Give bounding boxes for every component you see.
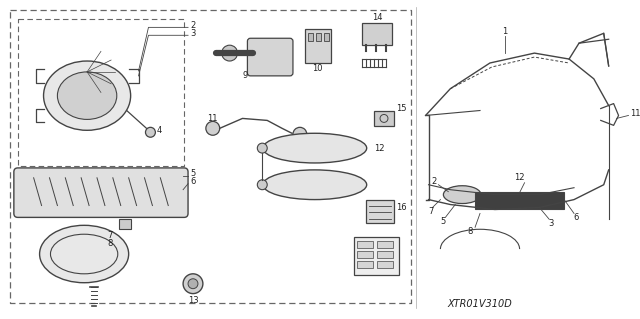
Text: 7: 7 [428, 207, 433, 216]
FancyBboxPatch shape [14, 168, 188, 217]
Ellipse shape [58, 72, 116, 119]
Text: 8: 8 [107, 239, 112, 248]
Text: 11: 11 [630, 109, 640, 118]
Circle shape [183, 274, 203, 293]
Bar [377, 261, 393, 268]
Text: 8: 8 [467, 227, 473, 236]
Text: 12: 12 [515, 173, 525, 182]
Text: 10: 10 [312, 64, 323, 73]
Text: 5: 5 [441, 217, 446, 226]
Text: 1: 1 [502, 27, 508, 36]
Ellipse shape [263, 133, 367, 163]
Circle shape [221, 45, 237, 61]
Bar [316, 33, 321, 41]
Bar [357, 251, 373, 258]
Ellipse shape [263, 170, 367, 200]
Bar [377, 241, 393, 248]
Bar [475, 192, 564, 210]
Text: 14: 14 [372, 13, 382, 22]
Text: 3: 3 [190, 29, 195, 38]
Circle shape [257, 143, 268, 153]
Text: 7: 7 [107, 231, 112, 240]
Bar [305, 29, 331, 63]
Bar [362, 23, 392, 45]
Circle shape [206, 122, 220, 135]
Text: 5: 5 [190, 169, 195, 178]
Text: 9: 9 [243, 71, 248, 80]
Text: 2: 2 [190, 21, 195, 30]
Bar [377, 251, 393, 258]
Text: XTR01V310D: XTR01V310D [447, 299, 513, 308]
Circle shape [188, 279, 198, 289]
Text: 13: 13 [188, 296, 198, 305]
Bar [374, 110, 394, 126]
Text: 15: 15 [396, 104, 406, 113]
Circle shape [257, 180, 268, 190]
Bar [357, 261, 373, 268]
Bar [366, 200, 394, 223]
Ellipse shape [444, 186, 481, 204]
Bar [119, 219, 131, 229]
Text: 16: 16 [396, 203, 406, 212]
Text: 6: 6 [573, 213, 579, 222]
Bar [355, 237, 399, 275]
Circle shape [293, 127, 307, 141]
Text: 3: 3 [548, 219, 554, 228]
Bar [308, 33, 313, 41]
Text: 12: 12 [374, 144, 385, 152]
Text: 6: 6 [190, 177, 195, 186]
Bar [357, 241, 373, 248]
Text: 4: 4 [156, 126, 162, 135]
Ellipse shape [44, 61, 131, 130]
FancyBboxPatch shape [248, 38, 293, 76]
Bar [324, 33, 328, 41]
Text: 11: 11 [207, 114, 218, 123]
Text: 2: 2 [432, 177, 437, 186]
Ellipse shape [40, 225, 129, 283]
Circle shape [145, 127, 156, 137]
